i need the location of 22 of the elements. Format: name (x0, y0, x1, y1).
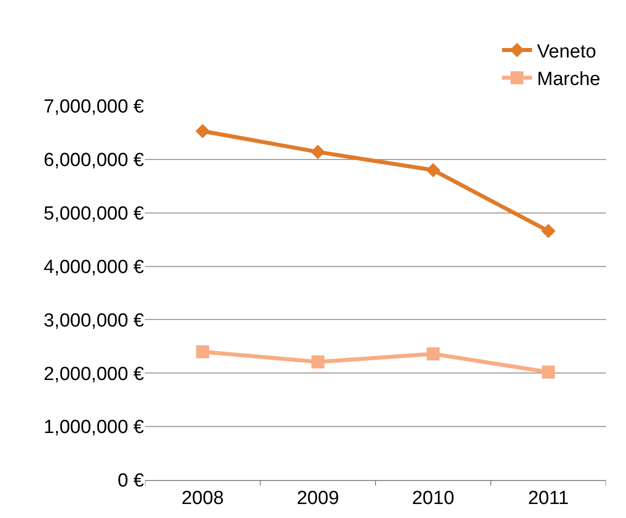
y-tick-label: 1,000,000 € (44, 417, 144, 438)
y-tick-label: 0 € (118, 470, 144, 492)
x-tick-label: 2008 (181, 488, 224, 509)
point (542, 366, 555, 379)
point (310, 144, 326, 160)
x-tick-label: 2009 (296, 488, 340, 509)
y-tick-label: 7,000,000 € (44, 96, 144, 118)
point (541, 224, 556, 238)
point (311, 355, 324, 368)
x-tick-label: 2010 (412, 488, 454, 509)
y-tick-label: 6,000,000 € (44, 150, 144, 172)
legend-label: Marche (537, 69, 600, 90)
point (196, 345, 210, 358)
y-tick-label: 4,000,000 € (44, 256, 144, 278)
legend-label: Veneto (537, 41, 596, 62)
y-tick-label: 5,000,000 € (44, 204, 144, 225)
point (195, 124, 210, 138)
point (426, 347, 440, 360)
y-tick-label: 3,000,000 € (44, 310, 144, 332)
x-tick-label: 2011 (528, 488, 569, 509)
y-tick-label: 2,000,000 € (44, 364, 144, 385)
point (426, 162, 440, 178)
